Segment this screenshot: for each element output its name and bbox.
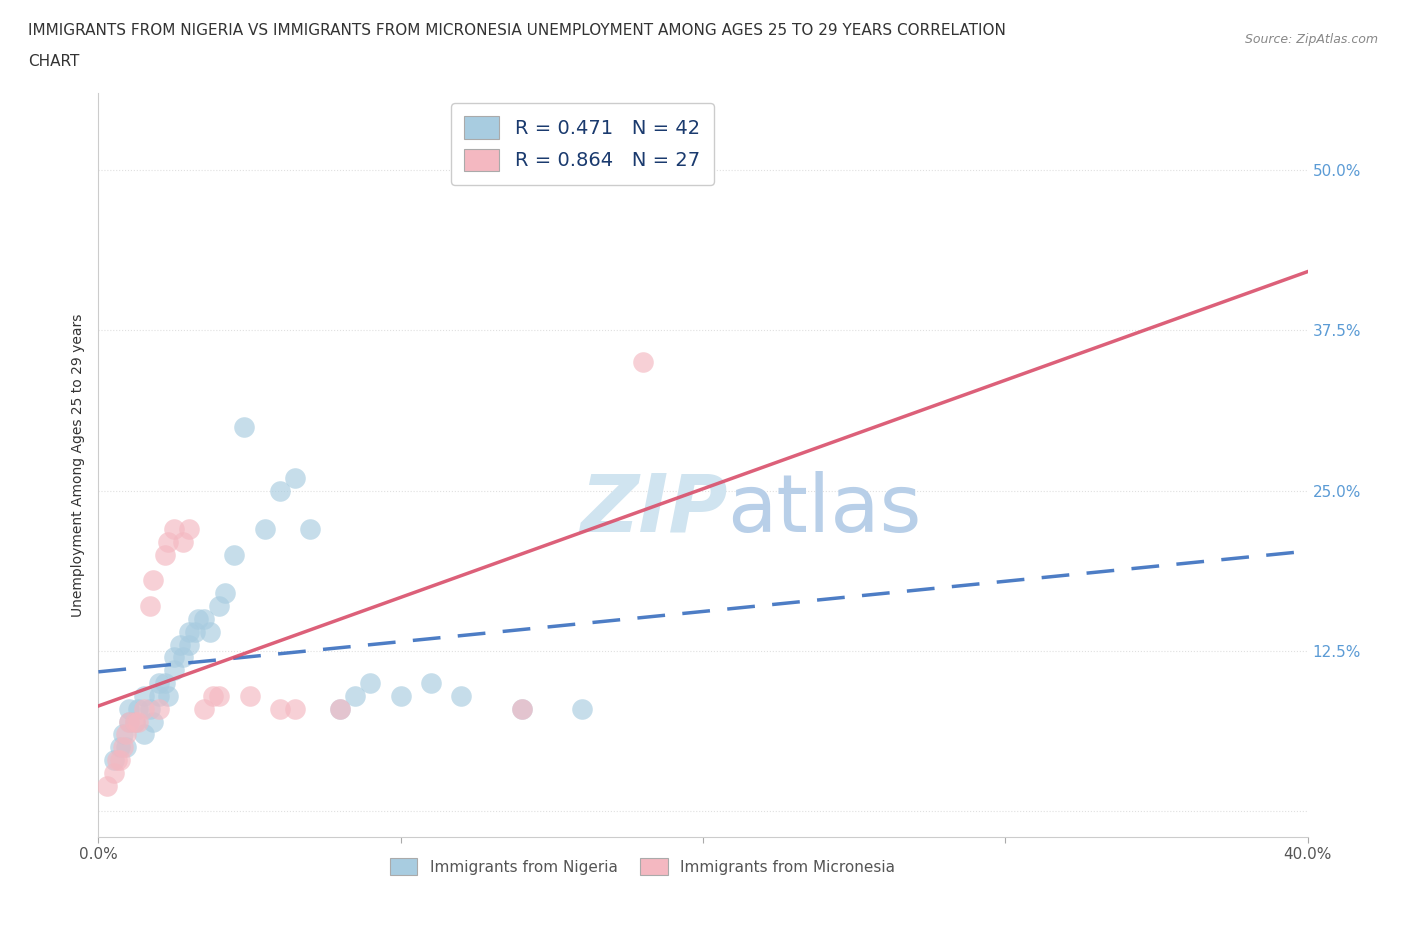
Point xyxy=(118,714,141,729)
Point xyxy=(510,701,533,716)
Point xyxy=(232,419,254,434)
Point xyxy=(148,701,170,716)
Point xyxy=(239,688,262,703)
Point xyxy=(187,612,209,627)
Point xyxy=(184,624,207,639)
Point xyxy=(571,701,593,716)
Point xyxy=(105,752,128,767)
Point xyxy=(208,599,231,614)
Point xyxy=(96,778,118,793)
Point xyxy=(299,522,322,537)
Point xyxy=(108,752,131,767)
Point xyxy=(202,688,225,703)
Point xyxy=(269,701,291,716)
Text: CHART: CHART xyxy=(28,54,80,69)
Point xyxy=(193,701,215,716)
Point xyxy=(284,471,307,485)
Point xyxy=(510,701,533,716)
Point xyxy=(132,688,155,703)
Point xyxy=(132,727,155,742)
Point xyxy=(156,688,179,703)
Point xyxy=(450,688,472,703)
Point xyxy=(200,624,222,639)
Point xyxy=(389,688,412,703)
Point xyxy=(224,548,246,563)
Text: ZIP: ZIP xyxy=(579,471,727,549)
Point xyxy=(148,675,170,690)
Point xyxy=(118,701,141,716)
Y-axis label: Unemployment Among Ages 25 to 29 years: Unemployment Among Ages 25 to 29 years xyxy=(72,313,86,617)
Point xyxy=(269,484,291,498)
Point xyxy=(156,535,179,550)
Point xyxy=(108,739,131,754)
Point xyxy=(111,739,134,754)
Point xyxy=(153,675,176,690)
Point xyxy=(148,688,170,703)
Point xyxy=(179,522,201,537)
Point xyxy=(132,701,155,716)
Point xyxy=(124,714,146,729)
Point xyxy=(139,701,162,716)
Point xyxy=(344,688,367,703)
Point xyxy=(214,586,236,601)
Point xyxy=(172,535,194,550)
Point xyxy=(329,701,352,716)
Point xyxy=(114,727,136,742)
Point xyxy=(420,675,443,690)
Point xyxy=(193,612,215,627)
Point xyxy=(172,650,194,665)
Point xyxy=(163,522,186,537)
Point xyxy=(360,675,382,690)
Point xyxy=(127,701,149,716)
Point xyxy=(142,714,165,729)
Point xyxy=(208,688,231,703)
Point xyxy=(153,548,176,563)
Point xyxy=(103,752,125,767)
Point xyxy=(118,714,141,729)
Text: Source: ZipAtlas.com: Source: ZipAtlas.com xyxy=(1244,33,1378,46)
Point xyxy=(163,650,186,665)
Legend: Immigrants from Nigeria, Immigrants from Micronesia: Immigrants from Nigeria, Immigrants from… xyxy=(384,852,901,882)
Point xyxy=(284,701,307,716)
Point xyxy=(179,637,201,652)
Point xyxy=(169,637,191,652)
Point xyxy=(253,522,276,537)
Point xyxy=(139,599,162,614)
Point xyxy=(179,624,201,639)
Text: atlas: atlas xyxy=(727,471,921,549)
Point xyxy=(163,663,186,678)
Point xyxy=(103,765,125,780)
Point xyxy=(114,739,136,754)
Point xyxy=(124,714,146,729)
Point xyxy=(631,355,654,370)
Point xyxy=(329,701,352,716)
Point xyxy=(111,727,134,742)
Point xyxy=(142,573,165,588)
Point xyxy=(127,714,149,729)
Text: IMMIGRANTS FROM NIGERIA VS IMMIGRANTS FROM MICRONESIA UNEMPLOYMENT AMONG AGES 25: IMMIGRANTS FROM NIGERIA VS IMMIGRANTS FR… xyxy=(28,23,1007,38)
